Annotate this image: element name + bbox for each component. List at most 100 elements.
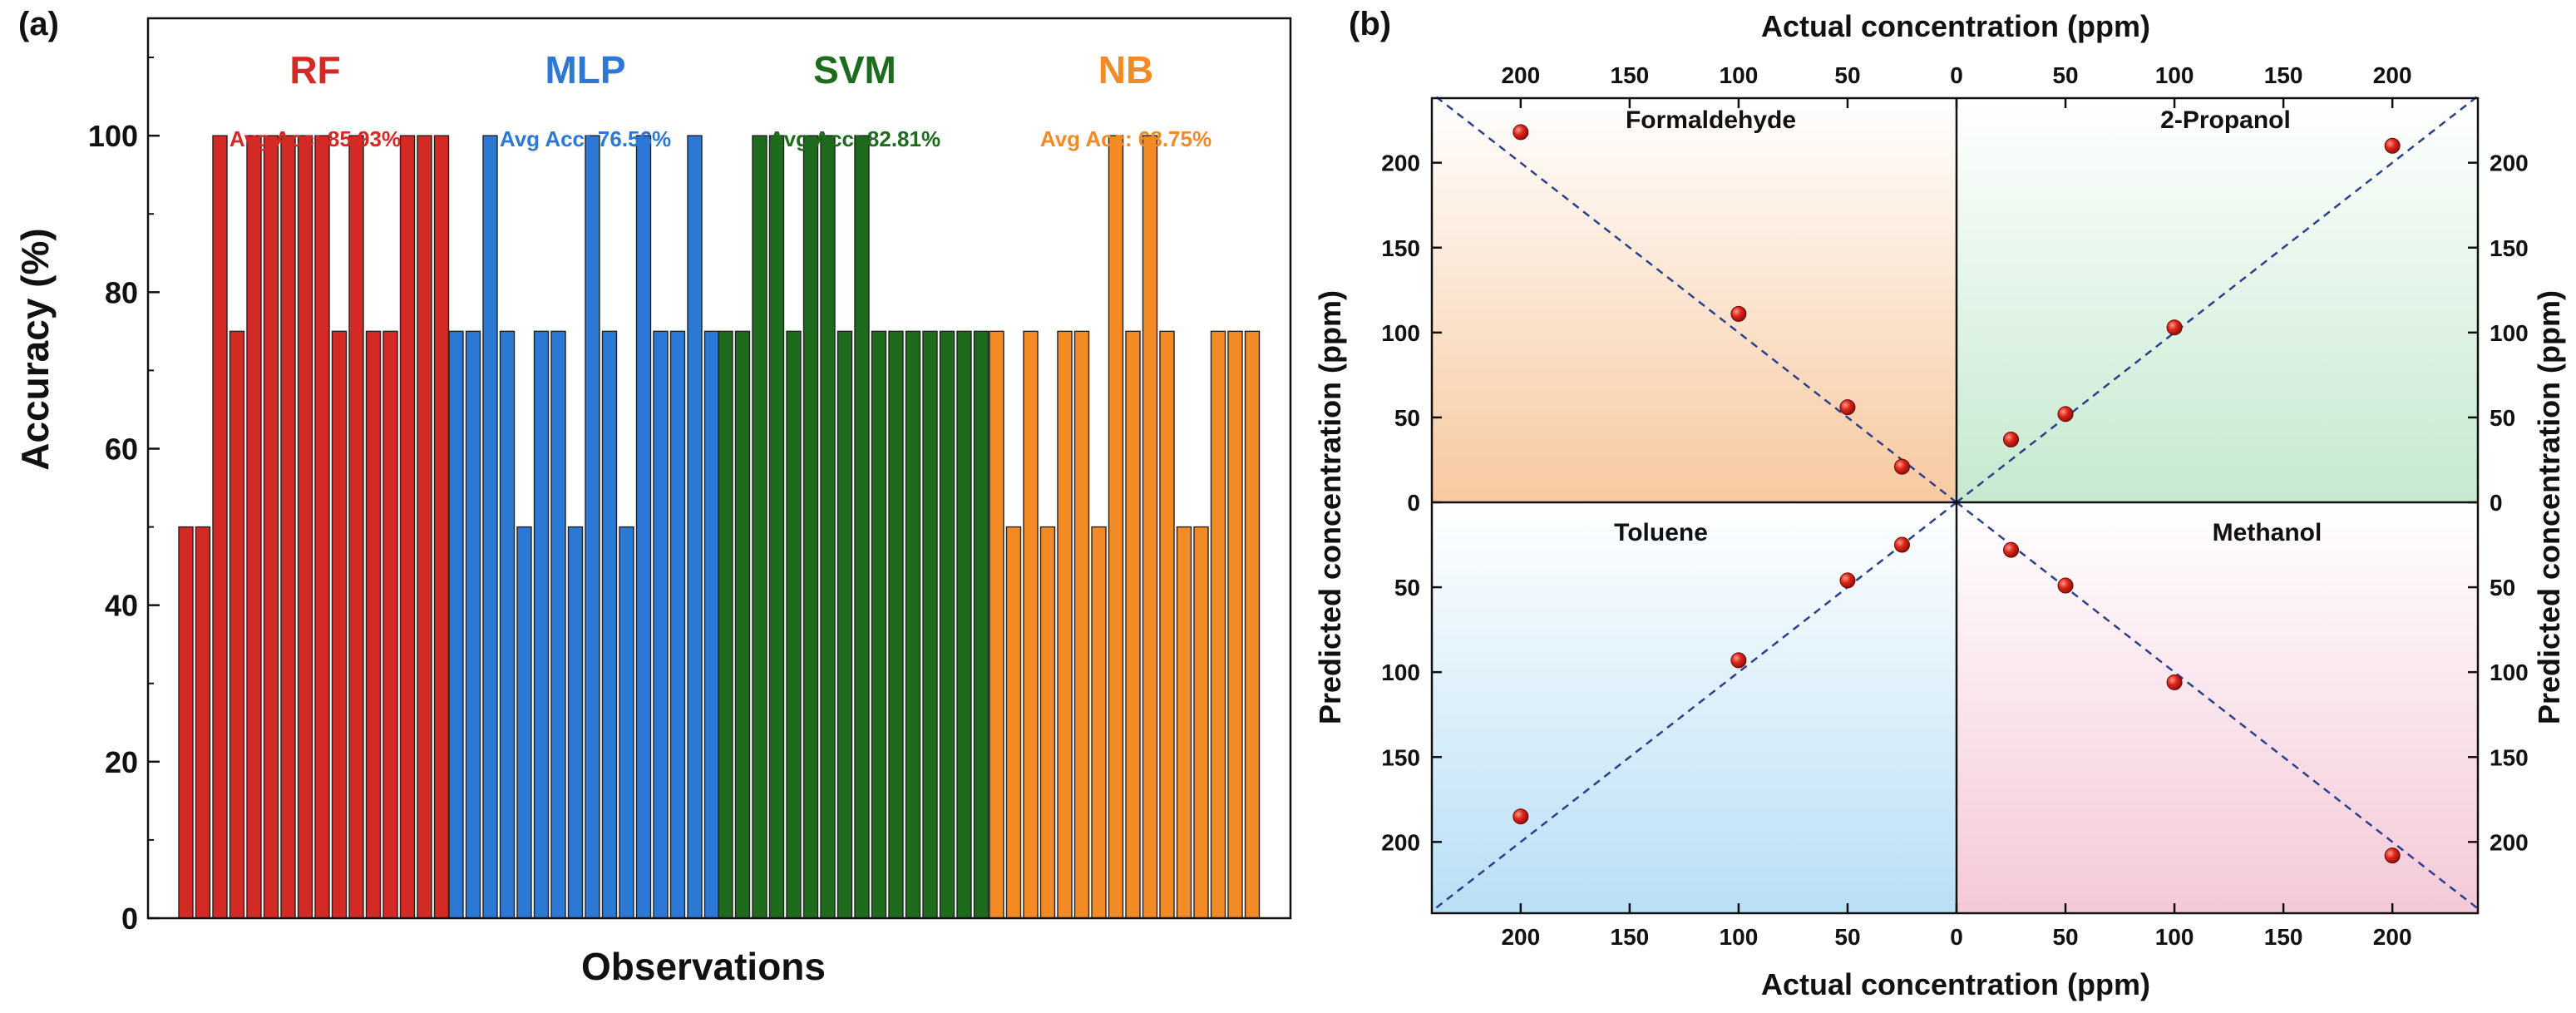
xtick-label-top-6: 100 [2155, 62, 2194, 88]
bar-rf-6 [263, 135, 279, 919]
xtick-label-top-3: 50 [1834, 62, 1860, 88]
point-toluene-4 [1513, 808, 1529, 825]
bar-svm-1 [718, 330, 733, 919]
ytick-label-left-0: 200 [1381, 829, 1420, 855]
bar-nb-7 [1091, 526, 1107, 919]
quadrant-backgrounds: Formaldehyde 2-Propanol Toluene Methanol [1432, 98, 2478, 913]
ytick-label-40: 40 [105, 589, 138, 623]
bar-mlp-16 [703, 330, 720, 919]
bar-nb-9 [1125, 330, 1141, 919]
bar-svm-9 [854, 135, 870, 919]
point-methanol-4 [2384, 847, 2401, 864]
bar-nb-10 [1142, 135, 1158, 919]
ytick-label-20: 20 [105, 745, 138, 779]
panel-a-axes: 0 20 40 60 80 100 [88, 17, 1292, 936]
xtick-label-bottom-7: 150 [2264, 924, 2303, 950]
point-formaldehyde-2 [1730, 305, 1747, 322]
xtick-label-top-2: 100 [1720, 62, 1759, 88]
ytick-label-left-5: 50 [1394, 405, 1420, 431]
panel-a-label: (a) [18, 6, 59, 42]
bar-nb-12 [1176, 526, 1192, 919]
bar-mlp-10 [601, 330, 618, 919]
series-name-mlp: MLP [545, 48, 625, 91]
bar-nb-8 [1108, 135, 1124, 919]
xtick-label-bottom-6: 100 [2155, 924, 2194, 950]
ytick-label-0: 0 [121, 902, 138, 936]
series-name-svm: SVM [813, 48, 896, 91]
bar-rf-15 [417, 135, 432, 919]
series-name-rf: RF [289, 48, 340, 91]
bar-rf-7 [280, 135, 296, 919]
ytick-label-right-6: 100 [2490, 320, 2529, 346]
accuracy-bars [178, 135, 1261, 919]
avg-acc-nb: Avg Acc: 68.75% [1040, 126, 1212, 151]
bar-rf-1 [178, 526, 194, 919]
bar-nb-13 [1193, 526, 1209, 919]
bar-mlp-15 [687, 135, 703, 919]
bar-mlp-2 [465, 330, 481, 919]
bar-svm-12 [905, 330, 921, 919]
panel-a-xlabel: Observations [581, 945, 826, 988]
ytick-label-left-4: 0 [1407, 490, 1420, 516]
bar-rf-16 [433, 135, 450, 919]
bar-svm-14 [939, 330, 955, 919]
bar-svm-6 [802, 135, 819, 919]
panel-b-ylabel-left: Predicted concentration (ppm) [1313, 290, 1347, 724]
xtick-label-top-4: 0 [1950, 62, 1963, 88]
bar-rf-5 [246, 135, 262, 919]
bar-nb-6 [1073, 330, 1090, 919]
xtick-label-bottom-4: 0 [1950, 924, 1963, 950]
bar-mlp-7 [550, 330, 566, 919]
point-formaldehyde-4 [1893, 458, 1910, 475]
ytick-label-right-5: 50 [2490, 405, 2515, 431]
avg-acc-mlp: Avg Acc: 76.56% [500, 126, 671, 151]
xtick-label-top-1: 150 [1611, 62, 1650, 88]
xtick-label-bottom-2: 100 [1720, 924, 1759, 950]
bar-svm-10 [871, 330, 887, 919]
quadrant-label-2-propanol: 2-Propanol [2160, 106, 2291, 134]
bar-svm-5 [786, 330, 802, 919]
panel-b-ylabel-right: Predicted concentration (ppm) [2532, 290, 2566, 724]
ytick-label-right-0: 200 [2490, 829, 2529, 855]
bar-nb-11 [1159, 330, 1175, 919]
ytick-label-60: 60 [105, 432, 138, 466]
ytick-label-right-7: 150 [2490, 235, 2529, 261]
bar-svm-2 [734, 330, 751, 919]
bar-nb-16 [1244, 330, 1261, 919]
parity-line-toluene [1433, 502, 1957, 911]
bar-mlp-5 [516, 526, 532, 919]
bar-mlp-13 [653, 330, 669, 919]
bar-mlp-3 [482, 135, 498, 919]
point-toluene-1 [1893, 536, 1910, 553]
bar-rf-10 [331, 330, 348, 919]
parity-line-formaldehyde [1433, 94, 1957, 503]
panel-b-frame [1430, 96, 2480, 915]
ytick-label-left-8: 200 [1381, 151, 1420, 176]
point-2-propanol-4 [2384, 137, 2401, 154]
panel-a-ylabel: Accuracy (%) [13, 228, 57, 470]
panel-a-frame [146, 17, 1292, 920]
bar-mlp-11 [619, 526, 634, 919]
xtick-label-top-0: 200 [1501, 62, 1540, 88]
point-methanol-3 [2166, 674, 2183, 690]
quadrant-label-toluene: Toluene [1614, 519, 1708, 546]
ytick-label-left-6: 100 [1381, 320, 1420, 346]
bar-nb-15 [1227, 330, 1243, 919]
bar-rf-12 [365, 330, 382, 919]
bar-mlp-6 [533, 330, 550, 919]
panel-b-axes: 200 200 150 150 100 100 50 50 0 0 50 50 100 100 150 150… [1381, 62, 2528, 950]
bar-nb-3 [1023, 330, 1039, 919]
point-2-propanol-1 [2003, 431, 2020, 447]
point-2-propanol-3 [2166, 319, 2183, 336]
xtick-label-bottom-3: 50 [1834, 924, 1860, 950]
bar-rf-2 [195, 526, 211, 919]
ytick-label-right-3: 50 [2490, 575, 2515, 600]
xtick-label-bottom-1: 150 [1611, 924, 1650, 950]
ytick-label-100: 100 [88, 119, 138, 153]
point-toluene-2 [1839, 572, 1856, 589]
bar-nb-1 [989, 330, 1004, 919]
ytick-label-right-8: 200 [2490, 151, 2529, 176]
ytick-label-80: 80 [105, 275, 138, 309]
bar-rf-4 [229, 330, 245, 919]
bar-nb-14 [1210, 330, 1226, 919]
